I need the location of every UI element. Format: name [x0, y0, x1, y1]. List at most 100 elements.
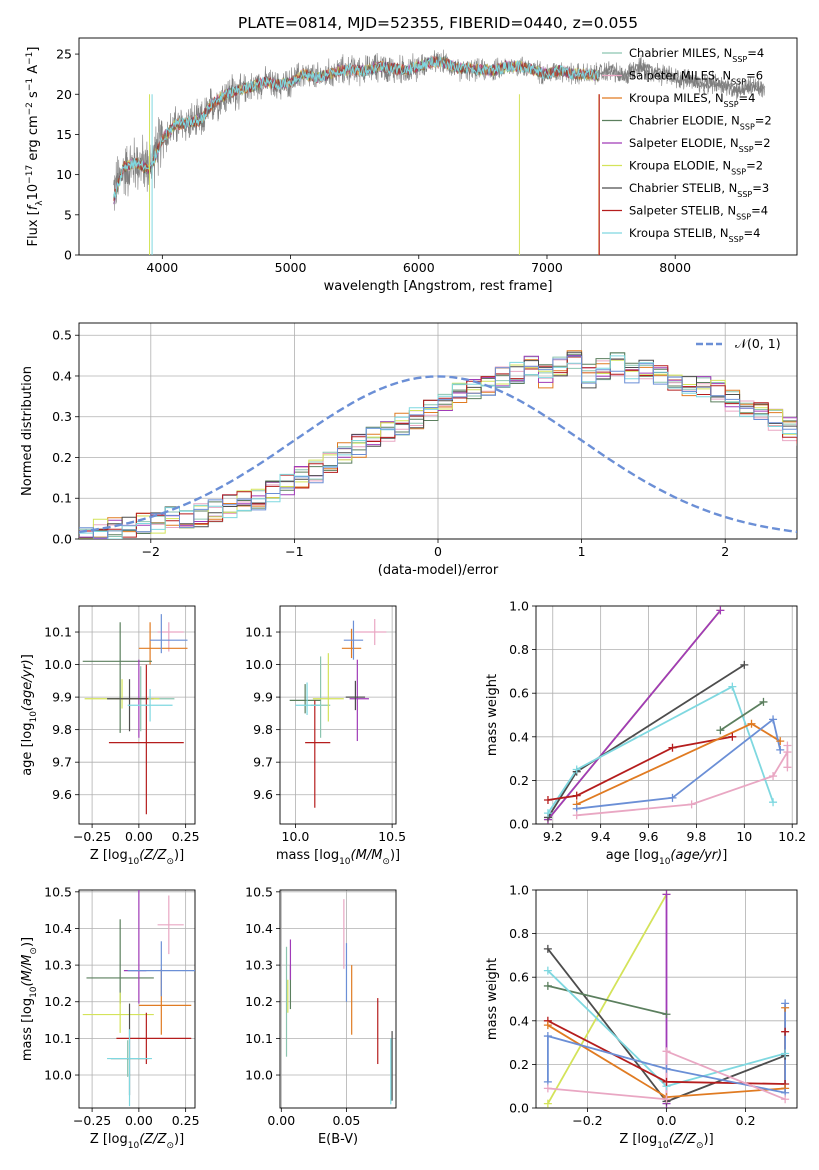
age_vs_mass-ytick-label: 9.8: [253, 722, 273, 737]
weight_vs_age-xtick-label: 9.8: [686, 829, 706, 844]
residuals-ytick-label: 0.2: [52, 450, 72, 465]
age_vs_mass-xtick-label: 10.5: [378, 829, 406, 844]
spectrum-xtick-label: 8000: [659, 260, 691, 275]
legend-label: Chabrier MILES, NSSP=4: [629, 46, 764, 64]
spectrum-xtick-label: 6000: [403, 260, 435, 275]
weight-marker: [543, 944, 552, 953]
residuals-ytick-label: 0.5: [52, 328, 72, 343]
weight_vs_age-xtick-label: 10: [736, 829, 752, 844]
age_vs_mass-ytick-label: 9.6: [253, 787, 273, 802]
weight-marker: [543, 809, 552, 818]
residuals-xtick-label: −2: [142, 544, 160, 559]
weight_vs_Z-ytick-label: 0.4: [509, 1013, 529, 1028]
residual-histogram: [79, 355, 797, 539]
weight-line: [547, 893, 668, 1105]
mass_vs_ebv-ytick-label: 10.4: [245, 921, 273, 936]
mass_vs_Z-ytick-label: 10.3: [44, 958, 72, 973]
weight-marker: [776, 745, 785, 754]
weight_vs_age-xtick-label: 9.6: [639, 829, 659, 844]
spectrum-ytick-label: 20: [56, 87, 72, 102]
residuals-plot-area: [79, 350, 797, 539]
weight-marker: [776, 737, 785, 746]
weight-marker: [759, 697, 768, 706]
weight_vs_Z-ytick-label: 1.0: [509, 883, 529, 898]
weight-line: [719, 701, 764, 732]
residuals-ytick-label: 0.4: [52, 368, 72, 383]
legend-label: Salpeter ELODIE, NSSP=2: [629, 136, 771, 154]
legend-label: Chabrier STELIB, NSSP=3: [629, 181, 769, 199]
weight_vs_age-ylabel: mass weight: [485, 674, 500, 756]
mass_vs_ebv-xlabel: E(B-V): [318, 1132, 358, 1147]
mass_vs_Z-xtick-label: 0.00: [125, 1113, 153, 1128]
mass_vs_ebv-xtick-label: 0.00: [267, 1113, 295, 1128]
age_vs_mass-plot-area: [289, 619, 387, 808]
legend-label: Chabrier ELODIE, NSSP=2: [629, 114, 772, 132]
age_vs_Z-panel: −0.25 0.00 0.25 9.6 9.7 9.8 9.9 10.0 10.1 Z [log1…: [20, 605, 200, 867]
mass_vs_Z-ytick-label: 10.5: [44, 884, 72, 899]
age_vs_mass-xtick-label: 10.0: [282, 829, 310, 844]
weight-line: [547, 735, 733, 801]
weight-marker: [662, 1064, 671, 1073]
mass_vs_Z-xtick-label: −0.25: [73, 1113, 111, 1128]
weight_vs_Z-frame: [535, 889, 798, 1109]
residuals-ytick-label: 0.1: [52, 491, 72, 506]
mass_vs_ebv-ytick-label: 10.0: [245, 1068, 273, 1083]
legend-label: Salpeter MILES, NSSP=6: [629, 69, 763, 87]
residuals-xlabel: (data-model)/error: [378, 563, 499, 578]
gaussian-curve: [79, 375, 797, 534]
weight-marker: [572, 765, 581, 774]
weight_vs_age-ytick-label: 0.0: [509, 817, 529, 832]
legend-label: Kroupa ELODIE, NSSP=2: [629, 159, 763, 177]
age_vs_mass-ytick-label: 9.7: [253, 755, 273, 770]
weight_vs_Z-ytick-label: 0.2: [509, 1057, 529, 1072]
spectrum-plot-area: [113, 49, 766, 255]
residuals-xtick-label: 0: [434, 544, 442, 559]
weight-marker: [662, 1077, 671, 1086]
residuals-xtick-label: 1: [578, 544, 586, 559]
weight-marker: [572, 811, 581, 820]
spectrum-ytick-label: 15: [56, 127, 72, 142]
weight-line: [547, 685, 774, 814]
weight-marker: [747, 719, 756, 728]
legend-label: Kroupa MILES, NSSP=4: [629, 91, 755, 109]
age_vs_Z-plot-area: [82, 614, 188, 815]
weight_vs_age-xtick-label: 10.2: [778, 829, 806, 844]
weight_vs_Z-ylabel: mass weight: [485, 958, 500, 1040]
mass_vs_ebv-panel: 0.00 0.05 10.0 10.1 10.2 10.3 10.4 10.5 E(B-V): [245, 884, 397, 1147]
weight_vs_Z-ytick-label: 0.0: [509, 1101, 529, 1116]
figure-title: PLATE=0814, MJD=52355, FIBERID=0440, z=0…: [238, 14, 638, 32]
weight-line: [547, 985, 667, 1016]
weight-marker: [543, 1032, 552, 1041]
age_vs_Z-ytick-label: 9.9: [52, 690, 72, 705]
spectrum-frame: [78, 37, 798, 256]
weight-marker: [781, 999, 790, 1008]
weight_vs_age-plot-area: [547, 609, 789, 821]
mass_vs_Z-xtick-label: 0.25: [172, 1113, 200, 1128]
weight_vs_Z-ytick-label: 0.8: [509, 926, 529, 941]
spectrum-xtick-label: 7000: [531, 260, 563, 275]
weight_vs_Z-ytick-label: 0.6: [509, 970, 529, 985]
weight_vs_Z-xlabel: Z [log10(Z/Z⊙)]: [619, 1132, 713, 1151]
weight_vs_Z-xtick-label: 0.2: [736, 1113, 756, 1128]
weight-marker: [662, 1095, 671, 1104]
age_vs_Z-ylabel: age [log10(age/yr)]: [20, 654, 39, 776]
weight-marker: [769, 798, 778, 807]
mass_vs_ebv-frame: [279, 889, 397, 1109]
residuals-xtick-label: 2: [721, 544, 729, 559]
mass_vs_ebv-ytick-label: 10.5: [245, 884, 273, 899]
weight-marker: [728, 732, 737, 741]
spectrum-ytick-label: 10: [56, 167, 72, 182]
residuals-panel: −2 −1 0 1 2 0.0 0.1 0.2 0.3 0.4 0.5 𝒩(0, 1) (data-mo…: [20, 322, 798, 578]
mass_vs_Z-panel: −0.25 0.00 0.25 10.0 10.1 10.2 10.3 10.4 10.5 Z […: [20, 884, 200, 1151]
age_vs_Z-ytick-label: 9.7: [52, 755, 72, 770]
mass_vs_ebv-ytick-label: 10.2: [245, 994, 273, 1009]
spectrum-ytick-label: 5: [64, 207, 72, 222]
weight_vs_Z-panel: −0.2 0.0 0.2 0.0 0.2 0.4 0.6 0.8 1.0 Z [log10(Z/Z…: [485, 883, 798, 1151]
weight-marker: [662, 890, 671, 899]
weight-line: [576, 751, 789, 817]
spectrum-ytick-label: 25: [56, 47, 72, 62]
weight_vs_age-ytick-label: 0.6: [509, 686, 529, 701]
age_vs_mass-panel: 10.0 10.5 9.6 9.7 9.8 9.9 10.0 10.1 mass [log10(…: [245, 605, 406, 867]
residuals-ytick-label: 0.0: [52, 532, 72, 547]
weight-marker: [687, 800, 696, 809]
